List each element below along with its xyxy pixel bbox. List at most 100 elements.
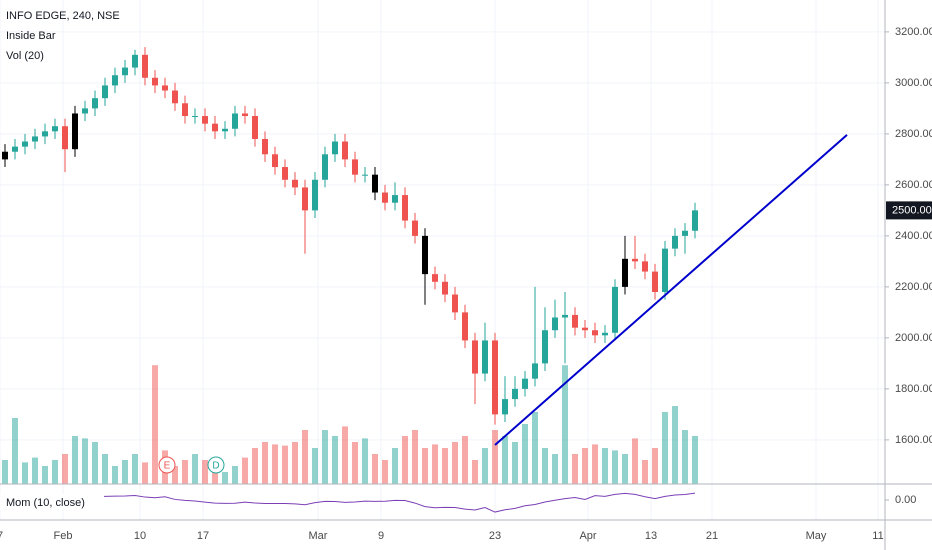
volume-bar [632,438,638,484]
candle-body [652,271,658,292]
volume-bar [112,466,118,484]
volume-bar [262,442,268,484]
volume-bar [482,448,488,484]
x-tick-label: Apr [579,530,596,542]
volume-bar [372,454,378,484]
grid [0,0,885,520]
volume-bar [642,460,648,484]
candle-body [172,90,178,104]
candle-body [532,363,538,379]
candle-body [322,154,328,180]
volume-bar [82,438,88,484]
candle-body [622,258,628,287]
y-tick-label: 3000.00 [895,77,932,89]
x-tick-label: 7 [0,530,3,542]
volume-bar [492,430,498,484]
candle-body [42,131,48,137]
volume-bar [322,430,328,484]
candle-body [62,126,68,150]
candle-body [692,210,698,231]
volume-bar [662,412,668,484]
candle-body [282,167,288,180]
volume-bar [622,454,628,484]
candle-body [72,113,78,150]
candle-body [452,294,458,313]
candle-body [392,195,398,203]
volume-bar [532,412,538,484]
y-tick-label: 2800.00 [895,128,932,140]
y-tick-label: 0.00 [895,494,916,506]
candle-body [112,75,118,86]
volume-bar [582,448,588,484]
volume-bar [412,430,418,484]
candle-body [32,136,38,142]
y-tick-label: 2400.00 [895,230,932,242]
volume-bar [362,438,368,484]
volume-bar [252,448,258,484]
volume-bar [602,448,608,484]
volume-bar [462,436,468,484]
volume-bar [692,436,698,484]
volume-bar [502,436,508,484]
candle-body [362,174,368,176]
volume-bar [292,442,298,484]
volume-bar [312,448,318,484]
candle-body [202,116,208,124]
volume-bar [302,430,308,484]
volume-bar [382,460,388,484]
x-tick-label: 17 [197,530,209,542]
candle-body [232,113,238,129]
x-tick-label: 21 [706,530,718,542]
candle-body [492,340,498,415]
candle-body [192,116,198,118]
volume-bar [472,460,478,484]
volume-bar [102,454,108,484]
candle-body [312,179,318,211]
candle-body [252,116,258,139]
candle-body [482,340,488,374]
candle-body [332,141,338,155]
x-tick-label: 10 [134,530,146,542]
y-tick-label: 2200.00 [895,281,932,293]
candle-body [262,138,268,155]
candle-body [442,281,448,295]
x-tick-label: Mar [309,530,328,542]
volume-bar [342,426,348,484]
candle-body [552,317,558,331]
candle-body [602,332,608,336]
last-price-label: 2500.00 [892,204,932,216]
volume-bar [652,448,658,484]
volume-bar [142,462,148,484]
candle-body [52,126,58,132]
volume-bar [392,448,398,484]
candle-body [402,195,408,221]
candle-body [22,141,28,147]
candle-body [612,286,618,333]
volume-bar [422,448,428,484]
volume-bar [672,406,678,484]
legend-bg [0,494,104,510]
volume-bar [512,442,518,484]
y-tick-label: 1800.00 [895,383,932,395]
event-marker [207,456,225,474]
candle-body [242,113,248,117]
candle-body [222,128,228,132]
candle-body [542,330,548,364]
volume-bar [132,454,138,484]
volume-bar [442,448,448,484]
volume-bar [232,466,238,484]
candle-body [132,54,138,68]
volume-bar [122,460,128,484]
candle-body [592,330,598,336]
candle-body [432,274,438,282]
volume-bar [402,436,408,484]
event-marker [158,456,176,474]
x-tick-label: 9 [378,530,384,542]
event-label: E [164,461,171,472]
x-tick-label: May [806,530,827,542]
volume-bar [2,460,8,484]
volume-bar [332,436,338,484]
momentum-label: Mom (10, close) [6,497,85,509]
y-tick-label: 3200.00 [895,26,932,38]
volume-bar [212,469,218,484]
